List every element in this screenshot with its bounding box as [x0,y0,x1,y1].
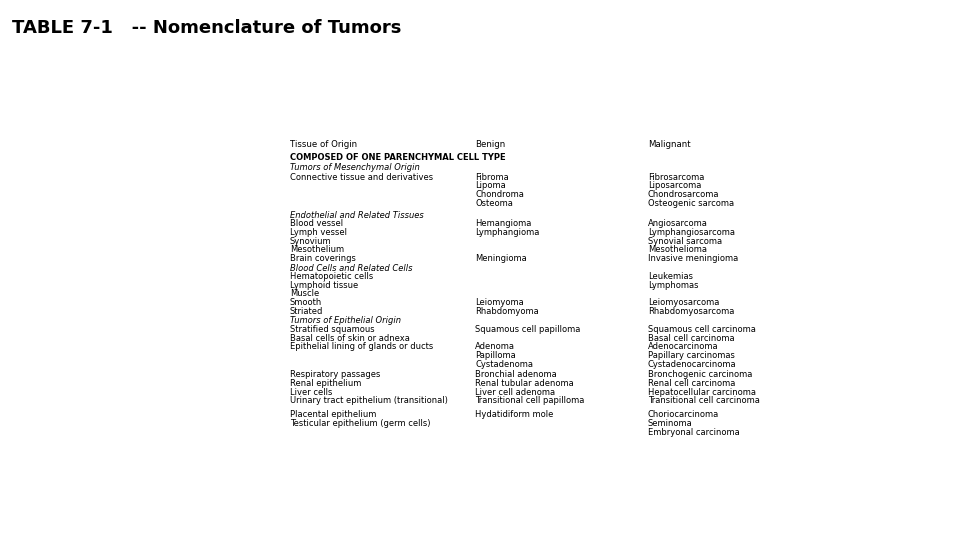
Text: Liver cell adenoma: Liver cell adenoma [475,388,555,397]
Text: Basal cells of skin or adnexa: Basal cells of skin or adnexa [290,334,410,343]
Text: Transitional cell papilloma: Transitional cell papilloma [475,396,585,406]
Text: Cystadenoma: Cystadenoma [475,360,533,369]
Text: Stratified squamous: Stratified squamous [290,325,374,334]
Text: Liposarcoma: Liposarcoma [648,181,702,191]
Text: Striated: Striated [290,307,324,316]
Text: Renal cell carcinoma: Renal cell carcinoma [648,379,735,388]
Text: Malignant: Malignant [648,140,690,150]
Text: Chondrosarcoma: Chondrosarcoma [648,190,719,199]
Text: Liver cells: Liver cells [290,388,332,397]
Text: Blood vessel: Blood vessel [290,219,343,228]
Text: Fibroma: Fibroma [475,173,509,182]
Text: Renal tubular adenoma: Renal tubular adenoma [475,379,574,388]
Text: Leiomyoma: Leiomyoma [475,298,524,307]
Text: Rhabdomyoma: Rhabdomyoma [475,307,539,316]
Text: Bronchogenic carcinoma: Bronchogenic carcinoma [648,370,753,380]
Text: Placental epithelium: Placental epithelium [290,410,376,420]
Text: Tissue of Origin: Tissue of Origin [290,140,357,150]
Text: Brain coverings: Brain coverings [290,254,356,263]
Text: Smooth: Smooth [290,298,323,307]
Text: Leukemias: Leukemias [648,272,693,281]
Text: Urinary tract epithelium (transitional): Urinary tract epithelium (transitional) [290,396,447,406]
Text: Choriocarcinoma: Choriocarcinoma [648,410,719,420]
Text: Mesothelioma: Mesothelioma [648,245,707,254]
Text: Transitional cell carcinoma: Transitional cell carcinoma [648,396,760,406]
Text: Invasive meningioma: Invasive meningioma [648,254,738,263]
Text: Hydatidiform mole: Hydatidiform mole [475,410,554,420]
Text: Squamous cell carcinoma: Squamous cell carcinoma [648,325,756,334]
Text: Respiratory passages: Respiratory passages [290,370,380,380]
Text: Hemangioma: Hemangioma [475,219,532,228]
Text: Rhabdomyosarcoma: Rhabdomyosarcoma [648,307,734,316]
Text: Papilloma: Papilloma [475,351,516,360]
Text: Basal cell carcinoma: Basal cell carcinoma [648,334,734,343]
Text: Muscle: Muscle [290,289,319,299]
Text: Synovium: Synovium [290,237,331,246]
Text: Chondroma: Chondroma [475,190,524,199]
Text: Hepatocellular carcinoma: Hepatocellular carcinoma [648,388,756,397]
Text: Mesothelium: Mesothelium [290,245,344,254]
Text: Squamous cell papilloma: Squamous cell papilloma [475,325,581,334]
Text: Benign: Benign [475,140,506,150]
Text: Adenocarcinoma: Adenocarcinoma [648,342,719,352]
Text: Bronchial adenoma: Bronchial adenoma [475,370,557,380]
Text: Adenoma: Adenoma [475,342,516,352]
Text: Connective tissue and derivatives: Connective tissue and derivatives [290,173,433,182]
Text: Tumors of Epithelial Origin: Tumors of Epithelial Origin [290,316,401,326]
Text: Blood Cells and Related Cells: Blood Cells and Related Cells [290,264,413,273]
Text: Lymphoid tissue: Lymphoid tissue [290,281,358,290]
Text: Endothelial and Related Tissues: Endothelial and Related Tissues [290,211,423,220]
Text: Renal epithelium: Renal epithelium [290,379,361,388]
Text: Lymph vessel: Lymph vessel [290,228,347,237]
Text: Synovial sarcoma: Synovial sarcoma [648,237,722,246]
Text: Epithelial lining of glands or ducts: Epithelial lining of glands or ducts [290,342,433,352]
Text: Hematopoietic cells: Hematopoietic cells [290,272,373,281]
Text: Cystadenocarcinoma: Cystadenocarcinoma [648,360,736,369]
Text: Lymphangioma: Lymphangioma [475,228,540,237]
Text: Testicular epithelium (germ cells): Testicular epithelium (germ cells) [290,419,430,428]
Text: Lymphangiosarcoma: Lymphangiosarcoma [648,228,735,237]
Text: TABLE 7-1   -- Nomenclature of Tumors: TABLE 7-1 -- Nomenclature of Tumors [12,19,401,37]
Text: Osteoma: Osteoma [475,199,513,208]
Text: Osteogenic sarcoma: Osteogenic sarcoma [648,199,734,208]
Text: Leiomyosarcoma: Leiomyosarcoma [648,298,719,307]
Text: COMPOSED OF ONE PARENCHYMAL CELL TYPE: COMPOSED OF ONE PARENCHYMAL CELL TYPE [290,153,506,163]
Text: Papillary carcinomas: Papillary carcinomas [648,351,734,360]
Text: Seminoma: Seminoma [648,419,693,428]
Text: Embryonal carcinoma: Embryonal carcinoma [648,428,740,437]
Text: Lymphomas: Lymphomas [648,281,699,290]
Text: Tumors of Mesenchymal Origin: Tumors of Mesenchymal Origin [290,163,420,172]
Text: Meningioma: Meningioma [475,254,527,263]
Text: Angiosarcoma: Angiosarcoma [648,219,708,228]
Text: Fibrosarcoma: Fibrosarcoma [648,173,705,182]
Text: Lipoma: Lipoma [475,181,506,191]
